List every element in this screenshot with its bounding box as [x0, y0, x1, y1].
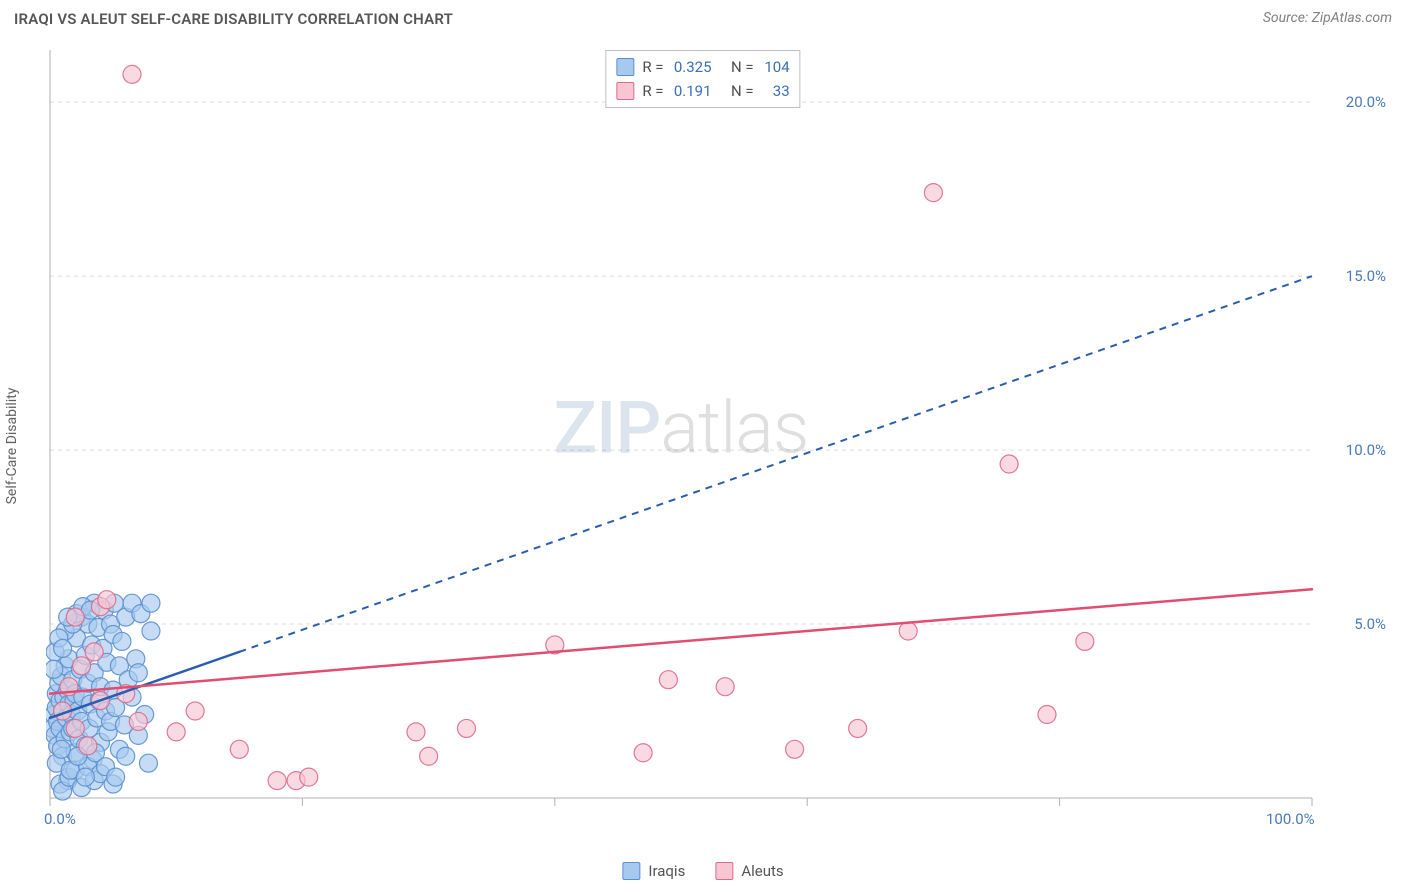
series-legend-item: Iraqis	[622, 862, 685, 880]
y-tick-labels: 5.0% 10.0% 15.0% 20.0%	[1316, 42, 1386, 822]
scatter-chart	[46, 42, 1316, 822]
series-legend-label: Iraqis	[648, 862, 685, 880]
series-legend-item: Aleuts	[715, 862, 783, 880]
y-tick-label: 5.0%	[1354, 615, 1386, 633]
y-tick-label: 10.0%	[1346, 441, 1386, 459]
legend-swatch	[616, 82, 634, 100]
legend-stats-text: R =0.325 N =104	[642, 58, 789, 76]
x-tick-label: 100.0%	[1266, 810, 1315, 828]
header: IRAQI VS ALEUT SELF-CARE DISABILITY CORR…	[0, 0, 1406, 40]
chart-title: IRAQI VS ALEUT SELF-CARE DISABILITY CORR…	[14, 10, 453, 28]
y-tick-label: 20.0%	[1346, 93, 1386, 111]
stats-legend: R =0.325 N =104 R =0.191 N =33	[605, 50, 800, 108]
legend-swatch	[622, 862, 640, 880]
stats-legend-row: R =0.325 N =104	[616, 55, 789, 79]
chart-container: IRAQI VS ALEUT SELF-CARE DISABILITY CORR…	[0, 0, 1406, 892]
y-axis-label: Self-Care Disability	[4, 388, 20, 505]
source-attribution: Source: ZipAtlas.com	[1263, 10, 1392, 26]
legend-swatch	[715, 862, 733, 880]
stats-legend-row: R =0.191 N =33	[616, 79, 789, 103]
y-tick-label: 15.0%	[1346, 267, 1386, 285]
legend-swatch	[616, 58, 634, 76]
series-legend: Iraqis Aleuts	[622, 862, 783, 880]
legend-stats-text: R =0.191 N =33	[642, 82, 789, 100]
x-tick-label: 0.0%	[44, 810, 76, 828]
plot-area: ZIPatlas 0.0%100.0%	[46, 42, 1316, 822]
series-legend-label: Aleuts	[741, 862, 783, 880]
